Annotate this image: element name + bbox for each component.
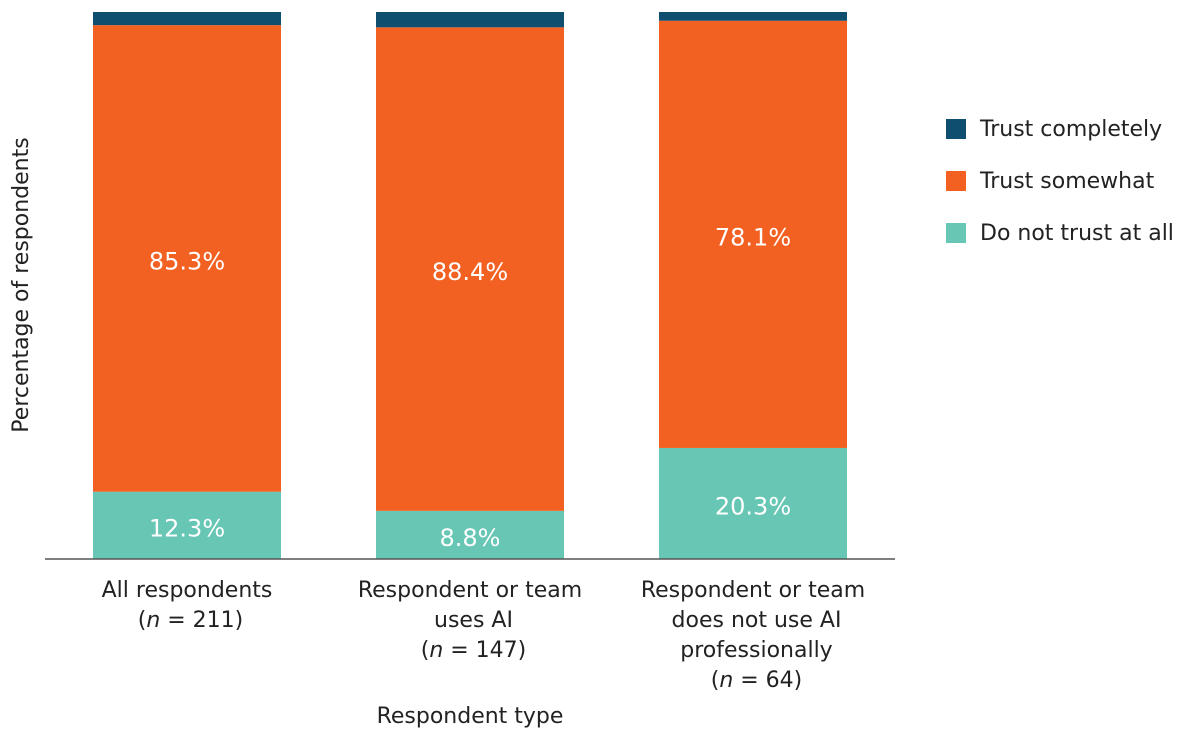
value-label: 78.1% xyxy=(715,223,791,251)
x-axis-label: Respondent type xyxy=(377,704,564,729)
bar-segment xyxy=(659,12,847,21)
legend-label: Do not trust at all xyxy=(980,221,1174,246)
label-part: n xyxy=(429,638,443,663)
label-part: = 147) xyxy=(443,638,526,663)
label-part: Respondent or team xyxy=(358,578,582,603)
label-part: does not use AI xyxy=(665,608,842,633)
legend-swatch xyxy=(946,223,966,243)
bar-segment xyxy=(659,447,847,559)
legend-label: Trust completely xyxy=(979,117,1162,142)
x-tick-label: Respondent or team does not use AI profe… xyxy=(641,578,865,693)
x-tick-label: Respondent or team uses AI (n = 147) xyxy=(358,578,582,663)
value-label: 8.8% xyxy=(440,524,501,552)
value-label: 12.3% xyxy=(149,514,225,542)
legend-label: Trust somewhat xyxy=(979,169,1155,194)
label-part: uses AI xyxy=(427,608,513,633)
label-part: ( xyxy=(704,668,720,693)
label-part: n xyxy=(146,608,160,633)
bar-segment xyxy=(93,25,281,492)
label-part: ( xyxy=(414,638,430,663)
label-part: Respondent or team xyxy=(641,578,865,603)
bar-segment xyxy=(659,20,847,448)
label-part: = 211) xyxy=(160,608,243,633)
legend-swatch xyxy=(946,171,966,191)
value-label: 88.4% xyxy=(432,258,508,286)
bar-segment xyxy=(376,510,564,559)
label-part: professionally xyxy=(673,638,832,663)
bar-segment xyxy=(93,491,281,559)
value-label: 20.3% xyxy=(715,492,791,520)
label-part: ( xyxy=(131,608,147,633)
bar-segment xyxy=(93,12,281,26)
label-part: = 64) xyxy=(733,668,802,693)
legend-swatch xyxy=(946,119,966,139)
label-part: n xyxy=(719,668,733,693)
value-label: 85.3% xyxy=(149,247,225,275)
bar-segment xyxy=(376,27,564,511)
x-tick-label: All respondents (n = 211) xyxy=(102,578,273,633)
bar-segment xyxy=(376,12,564,28)
label-part: All respondents xyxy=(102,578,273,603)
y-axis-label: Percentage of respondents xyxy=(9,137,34,432)
